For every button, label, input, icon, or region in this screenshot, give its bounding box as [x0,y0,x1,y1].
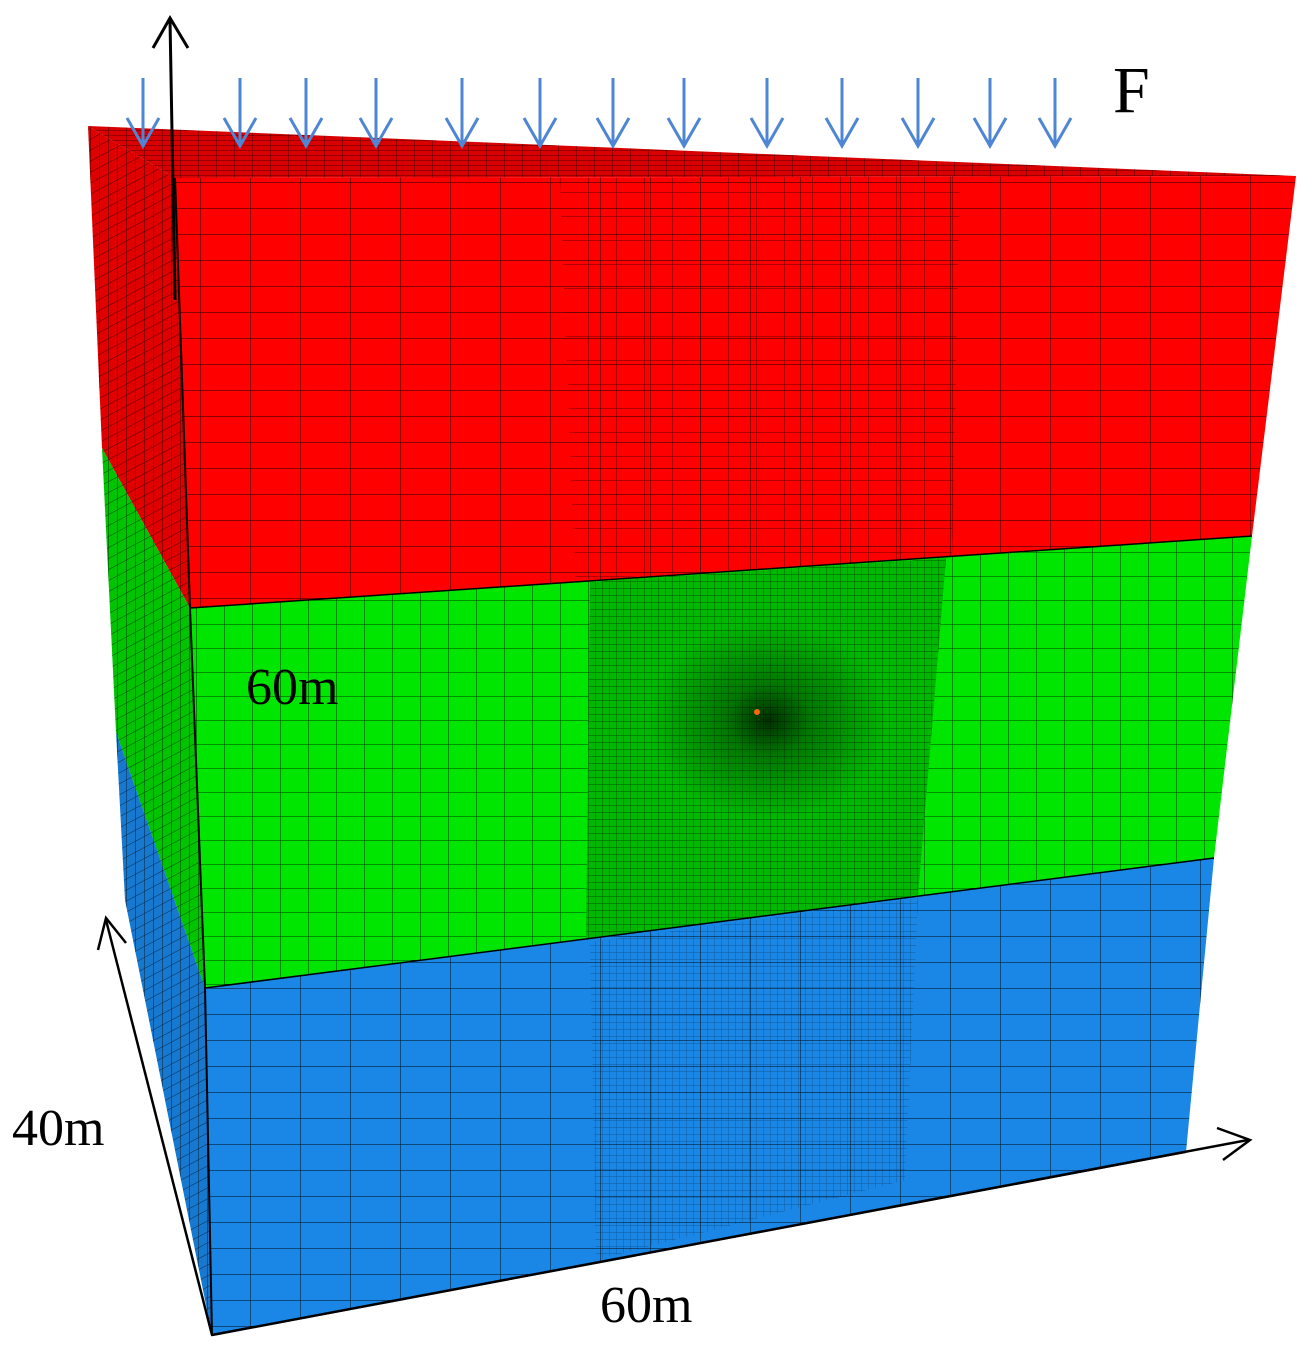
load-arrow [595,78,631,150]
load-arrow [666,78,702,150]
force-label: F [1113,54,1150,127]
height-dimension-label: 60m [246,659,339,716]
load-arrow [444,78,480,150]
load-arrow [900,78,936,150]
tunnel-opening [648,620,888,820]
width-dimension-label: 60m [600,1277,693,1334]
load-arrow [288,78,324,150]
load-arrow [222,78,258,150]
bottom-layer [205,858,1214,1335]
left-side-face [88,126,212,1335]
vertical-axis [151,15,190,301]
load-arrow [972,78,1008,150]
load-arrows [125,78,1073,150]
top-layer [175,176,1296,608]
depth-axis [96,915,214,1336]
load-arrow [749,78,785,150]
depth-dimension-label: 40m [12,1100,105,1157]
load-arrow [824,78,860,150]
load-arrow [125,78,161,150]
load-arrow [358,78,394,150]
load-arrow [522,78,558,150]
load-arrow [1037,78,1073,150]
top-face [88,126,1296,178]
middle-layer [190,536,1252,988]
width-axis [211,1126,1253,1337]
